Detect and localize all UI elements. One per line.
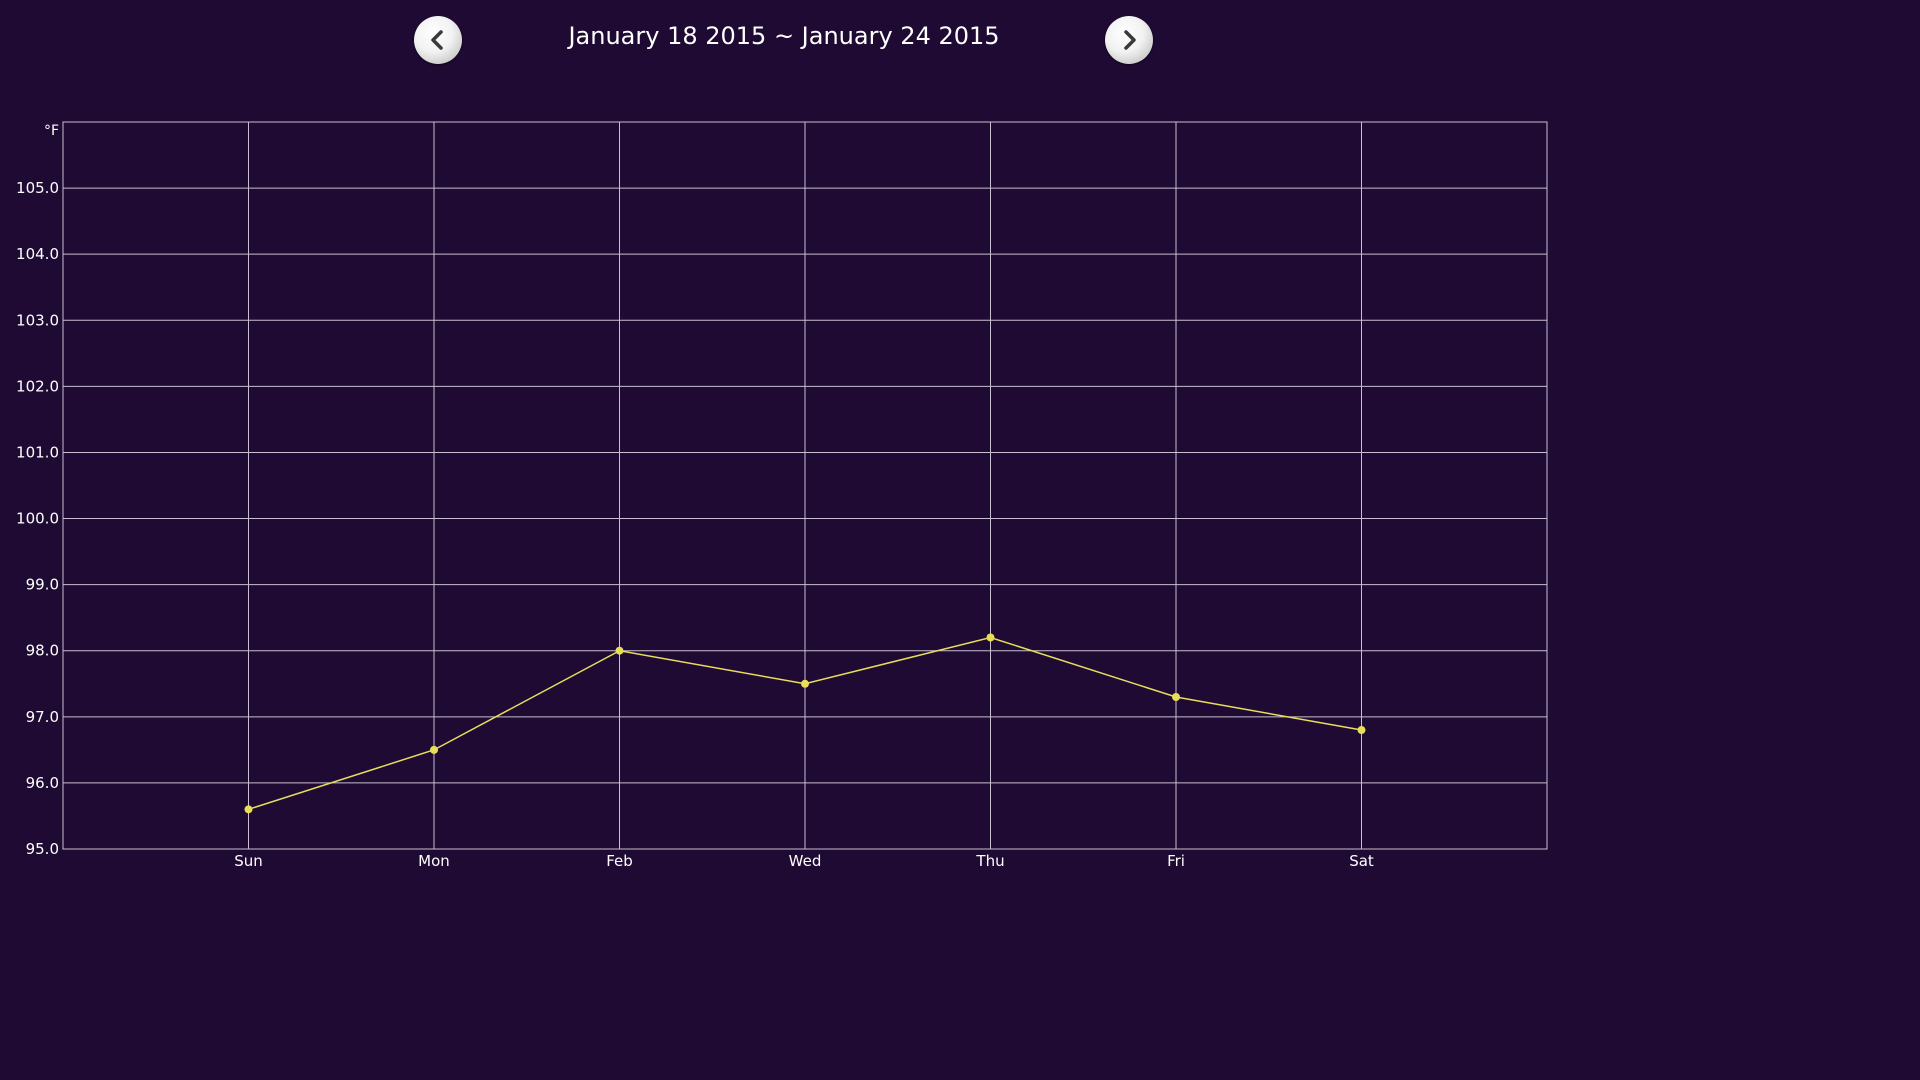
- temperature-line-chart: 95.0 96.0 97.0 98.0 99.0 100.0 101.0 102.0 103.0…: [16, 121, 1548, 870]
- chevron-right-icon: [1124, 30, 1136, 50]
- previous-week-button[interactable]: [414, 16, 462, 64]
- chevron-left-icon: [431, 30, 443, 50]
- data-point[interactable]: [801, 679, 809, 688]
- data-point[interactable]: [615, 646, 624, 655]
- data-point[interactable]: [986, 633, 995, 642]
- y-tick-label: 97.0: [26, 708, 59, 726]
- y-tick-label: 98.0: [26, 642, 59, 660]
- series-layer: [244, 633, 1366, 814]
- y-tick-label: 100.0: [16, 510, 59, 528]
- grid-layer: [62, 121, 1548, 850]
- date-range-title: January 18 2015 ~ January 24 2015: [568, 22, 1000, 50]
- data-point[interactable]: [1172, 692, 1180, 701]
- x-tick-label: Sat: [1349, 852, 1374, 870]
- data-point[interactable]: [430, 745, 438, 754]
- y-tick-label: 102.0: [16, 377, 59, 395]
- x-tick-label: Mon: [418, 852, 450, 870]
- next-week-button[interactable]: [1105, 16, 1153, 64]
- y-tick-label: 103.0: [16, 311, 59, 329]
- y-tick-label: 101.0: [16, 443, 59, 461]
- y-tick-label: 105.0: [16, 179, 59, 197]
- x-tick-label: Feb: [606, 852, 633, 870]
- y-tick-label: 99.0: [26, 576, 59, 594]
- x-tick-label: Sun: [234, 852, 263, 870]
- y-tick-label: 104.0: [16, 245, 59, 263]
- x-tick-label: Thu: [975, 852, 1004, 870]
- x-tick-label: Fri: [1167, 852, 1185, 870]
- axis-layer: 95.0 96.0 97.0 98.0 99.0 100.0 101.0 102.0 103.0…: [16, 123, 1374, 870]
- data-point[interactable]: [1357, 726, 1366, 735]
- y-unit-label: °F: [44, 123, 59, 139]
- y-tick-label: 96.0: [26, 774, 59, 792]
- x-tick-label: Wed: [789, 852, 822, 870]
- chart-header: January 18 2015 ~ January 24 2015: [0, 0, 1568, 90]
- y-tick-label: 95.0: [26, 840, 59, 858]
- data-point[interactable]: [244, 805, 253, 814]
